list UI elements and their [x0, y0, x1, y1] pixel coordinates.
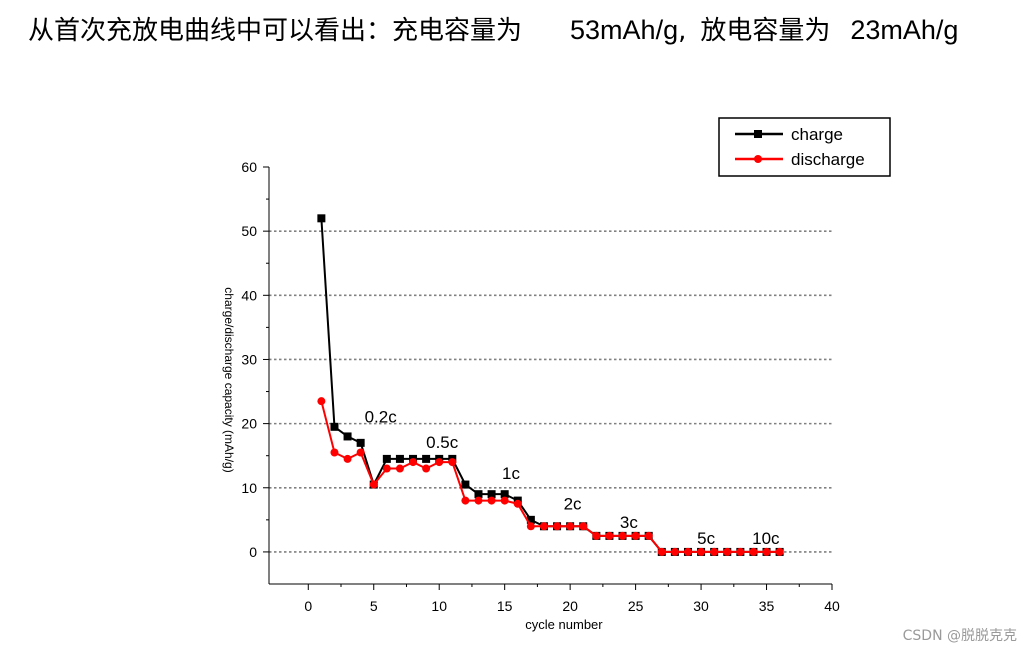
gridlines [269, 230, 832, 553]
heading-prefix: 从首次充放电曲线中可以看出：充电容量为 [28, 16, 523, 46]
rate-label: 10c [752, 529, 780, 548]
data-point-discharge [644, 531, 653, 540]
rate-annotations: 0.2c 0.5c 1c 2c 3c 5c 10c [365, 407, 780, 548]
data-point-discharge [539, 522, 548, 531]
y-axis-title: charge/discharge capacity (mAh/g) [222, 287, 236, 472]
data-point-discharge [723, 547, 732, 556]
data-point-discharge [487, 496, 496, 505]
x-tick-label: 10 [431, 598, 447, 614]
data-point-discharge [448, 458, 457, 467]
data-point-charge [330, 422, 339, 431]
data-point-discharge [369, 480, 378, 489]
discharge-capacity-value: 23mAh/g [850, 15, 959, 45]
data-point-discharge [500, 496, 509, 505]
legend-marker-discharge [754, 155, 762, 163]
x-tick-label: 30 [693, 598, 709, 614]
y-axis-ticks: 0 10 20 30 40 50 60 [241, 159, 269, 560]
series-discharge [317, 397, 784, 556]
data-point-discharge [736, 547, 745, 556]
rate-label: 1c [502, 464, 520, 483]
legend-box [718, 117, 891, 177]
data-point-discharge [553, 522, 562, 531]
series-charge [317, 214, 784, 556]
data-point-discharge [513, 499, 522, 508]
rate-label: 5c [697, 529, 715, 548]
x-tick-label: 25 [628, 598, 644, 614]
data-point-charge [317, 214, 326, 223]
data-point-discharge [762, 547, 771, 556]
data-point-charge [382, 454, 391, 463]
x-tick-label: 35 [759, 598, 775, 614]
rate-label: 0.5c [426, 433, 459, 452]
legend-label-discharge: discharge [791, 150, 865, 169]
data-point-discharge [697, 547, 706, 556]
data-point-charge [356, 438, 365, 447]
data-point-charge [343, 432, 352, 441]
data-point-charge [500, 490, 509, 499]
x-axis-title: cycle number [525, 617, 603, 632]
watermark: CSDN @脱脱克克 [902, 628, 1017, 644]
data-point-discharge [683, 547, 692, 556]
data-point-charge [395, 454, 404, 463]
heading-separator: , [678, 16, 687, 46]
data-point-charge [487, 490, 496, 499]
legend-marker-charge [754, 130, 762, 138]
y-tick-label: 50 [241, 223, 257, 239]
y-tick-label: 30 [241, 351, 257, 367]
x-tick-label: 20 [562, 598, 578, 614]
y-tick-label: 10 [241, 480, 257, 496]
data-point-charge [422, 454, 431, 463]
data-point-discharge [395, 464, 404, 473]
data-point-discharge [435, 458, 444, 467]
data-point-discharge [592, 531, 601, 540]
data-point-charge [526, 515, 535, 524]
data-point-discharge [356, 448, 365, 457]
data-point-discharge [317, 397, 326, 406]
data-point-discharge [566, 522, 575, 531]
page-heading: 从首次充放电曲线中可以看出：充电容量为 53mAh/g, 放电容量为 23mAh/g [28, 10, 958, 50]
data-point-discharge [710, 547, 719, 556]
rate-label: 2c [564, 495, 582, 514]
data-point-charge [474, 490, 483, 499]
data-point-discharge [382, 464, 391, 473]
data-point-discharge [422, 464, 431, 473]
data-point-discharge [461, 496, 470, 505]
data-point-discharge [409, 458, 418, 467]
y-tick-label: 20 [241, 416, 257, 432]
x-axis-ticks: 0 5 10 15 20 25 30 35 40 [304, 584, 840, 614]
data-point-discharge [526, 522, 535, 531]
data-point-discharge [749, 547, 758, 556]
data-point-discharge [670, 547, 679, 556]
charge-capacity-value: 53mAh/g [570, 15, 679, 45]
data-point-discharge [605, 531, 614, 540]
data-point-discharge [474, 496, 483, 505]
heading-middle: 放电容量为 [700, 16, 831, 46]
data-point-discharge [631, 531, 640, 540]
data-point-discharge [343, 454, 352, 463]
legend: charge discharge [718, 117, 891, 177]
x-tick-label: 5 [370, 598, 378, 614]
x-tick-label: 40 [824, 598, 840, 614]
y-tick-label: 60 [241, 159, 257, 175]
data-point-discharge [775, 547, 784, 556]
x-tick-label: 0 [304, 598, 312, 614]
rate-label: 0.2c [365, 407, 398, 426]
y-tick-label: 0 [249, 544, 257, 560]
legend-label-charge: charge [791, 125, 843, 144]
y-tick-label: 40 [241, 287, 257, 303]
rate-label: 3c [620, 513, 638, 532]
data-point-discharge [330, 448, 339, 457]
data-point-discharge [618, 531, 627, 540]
data-point-discharge [579, 522, 588, 531]
series-line-charge [320, 218, 780, 553]
data-point-discharge [657, 547, 666, 556]
x-tick-label: 15 [497, 598, 513, 614]
data-point-charge [461, 480, 470, 489]
